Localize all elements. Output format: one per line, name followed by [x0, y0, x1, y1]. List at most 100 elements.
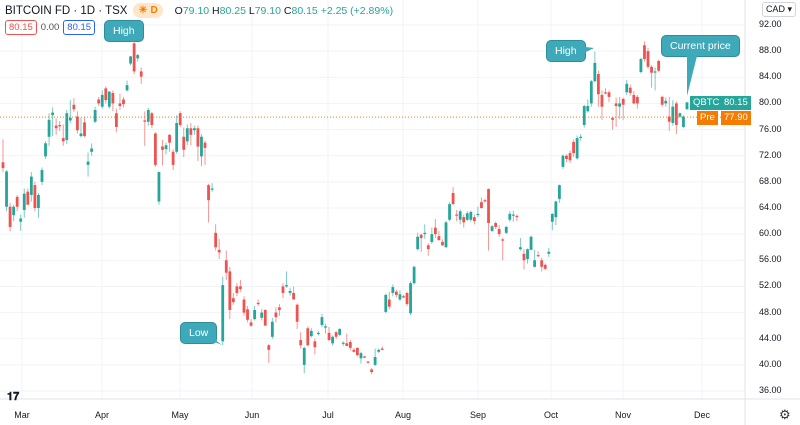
candle-body	[522, 253, 526, 261]
candle	[270, 317, 274, 339]
candle	[572, 139, 575, 158]
candle	[437, 230, 441, 241]
candle-body	[270, 321, 274, 337]
candle	[168, 134, 171, 152]
candle	[161, 140, 164, 166]
candle-body	[196, 128, 200, 147]
callout-high-2: High	[546, 40, 586, 62]
symbol-title[interactable]: BITCOIN FD · 1D · TSX	[5, 4, 128, 17]
y-tick-label: 72.00	[759, 149, 782, 160]
candle	[628, 84, 632, 96]
candle	[242, 296, 246, 316]
candle	[100, 90, 104, 109]
candle	[448, 202, 451, 222]
last-price-value: 80.15	[721, 96, 751, 110]
candle	[412, 265, 416, 285]
tradingview-logo[interactable]: 𝟏𝟕	[7, 391, 20, 403]
buy-price[interactable]: 80.15	[63, 20, 96, 35]
candle-body	[476, 213, 480, 216]
candle-body	[402, 296, 405, 298]
candle	[664, 97, 668, 107]
candle	[536, 251, 540, 258]
candle-body	[356, 347, 359, 356]
candle	[678, 112, 682, 118]
candle-body	[313, 341, 317, 348]
candle-body	[618, 103, 622, 107]
candle-body	[515, 215, 519, 218]
candle-body	[607, 92, 611, 97]
candle-body	[249, 322, 253, 326]
candle	[1, 139, 5, 173]
candle-body	[543, 264, 547, 269]
candle	[260, 309, 264, 321]
candle-body	[285, 285, 288, 287]
candle	[327, 326, 331, 342]
last-price-tag: QBTC	[690, 96, 723, 110]
currency-selector[interactable]: CAD ▾	[761, 2, 796, 17]
candle	[377, 348, 381, 354]
candle	[132, 41, 136, 75]
candle-body	[646, 51, 650, 67]
callout-current-price: Current price	[661, 35, 740, 57]
candle-body	[494, 223, 498, 227]
candle	[309, 328, 313, 338]
candle-body	[568, 153, 572, 161]
candle-body	[104, 88, 108, 101]
candle	[423, 224, 427, 239]
candle	[444, 221, 448, 248]
candle-body	[657, 60, 661, 71]
candle	[589, 79, 593, 107]
candle	[175, 115, 179, 154]
y-tick-label: 40.00	[759, 358, 782, 369]
candle	[511, 210, 515, 222]
candle-body	[565, 155, 568, 159]
candle-body	[253, 309, 257, 320]
candle	[338, 328, 342, 337]
candle-body	[22, 193, 26, 210]
candle	[288, 287, 292, 296]
candle-body	[171, 151, 175, 165]
candle-body	[575, 138, 579, 159]
candle-body	[192, 128, 196, 131]
candle	[118, 93, 122, 110]
candle-body	[292, 292, 296, 300]
candle-body	[664, 100, 668, 104]
session-badge: ☀ D	[133, 3, 163, 18]
candle-body	[508, 213, 512, 220]
candle	[196, 125, 200, 161]
candle-body	[161, 146, 164, 150]
candle	[409, 281, 412, 316]
candle-body	[547, 251, 551, 254]
candle-body	[558, 185, 561, 199]
candle-body	[416, 236, 420, 250]
candle	[635, 94, 639, 109]
candle	[164, 142, 168, 155]
candle-body	[341, 342, 345, 344]
candle-body	[370, 369, 373, 373]
candle	[224, 250, 228, 280]
candle-body	[448, 204, 451, 220]
candle-body	[394, 291, 398, 295]
candle	[522, 249, 526, 270]
candle	[125, 80, 129, 92]
candle	[575, 135, 579, 160]
candle-body	[122, 99, 125, 105]
sell-price[interactable]: 80.15	[5, 20, 37, 35]
candle-body	[274, 312, 278, 318]
candle	[122, 96, 125, 108]
x-tick-label: May	[171, 410, 189, 420]
candle-body	[47, 119, 51, 137]
candle-body	[519, 247, 522, 250]
candle	[22, 188, 26, 218]
candle-body	[231, 298, 235, 303]
candle-body	[596, 74, 600, 95]
candle-body	[288, 291, 292, 293]
candle-body	[246, 309, 249, 320]
candle	[604, 88, 607, 95]
candle	[139, 67, 143, 84]
settings-gear-icon[interactable]: ⚙	[779, 407, 791, 422]
candle-body	[217, 249, 221, 253]
candle	[391, 284, 395, 297]
candle-body	[256, 302, 260, 305]
